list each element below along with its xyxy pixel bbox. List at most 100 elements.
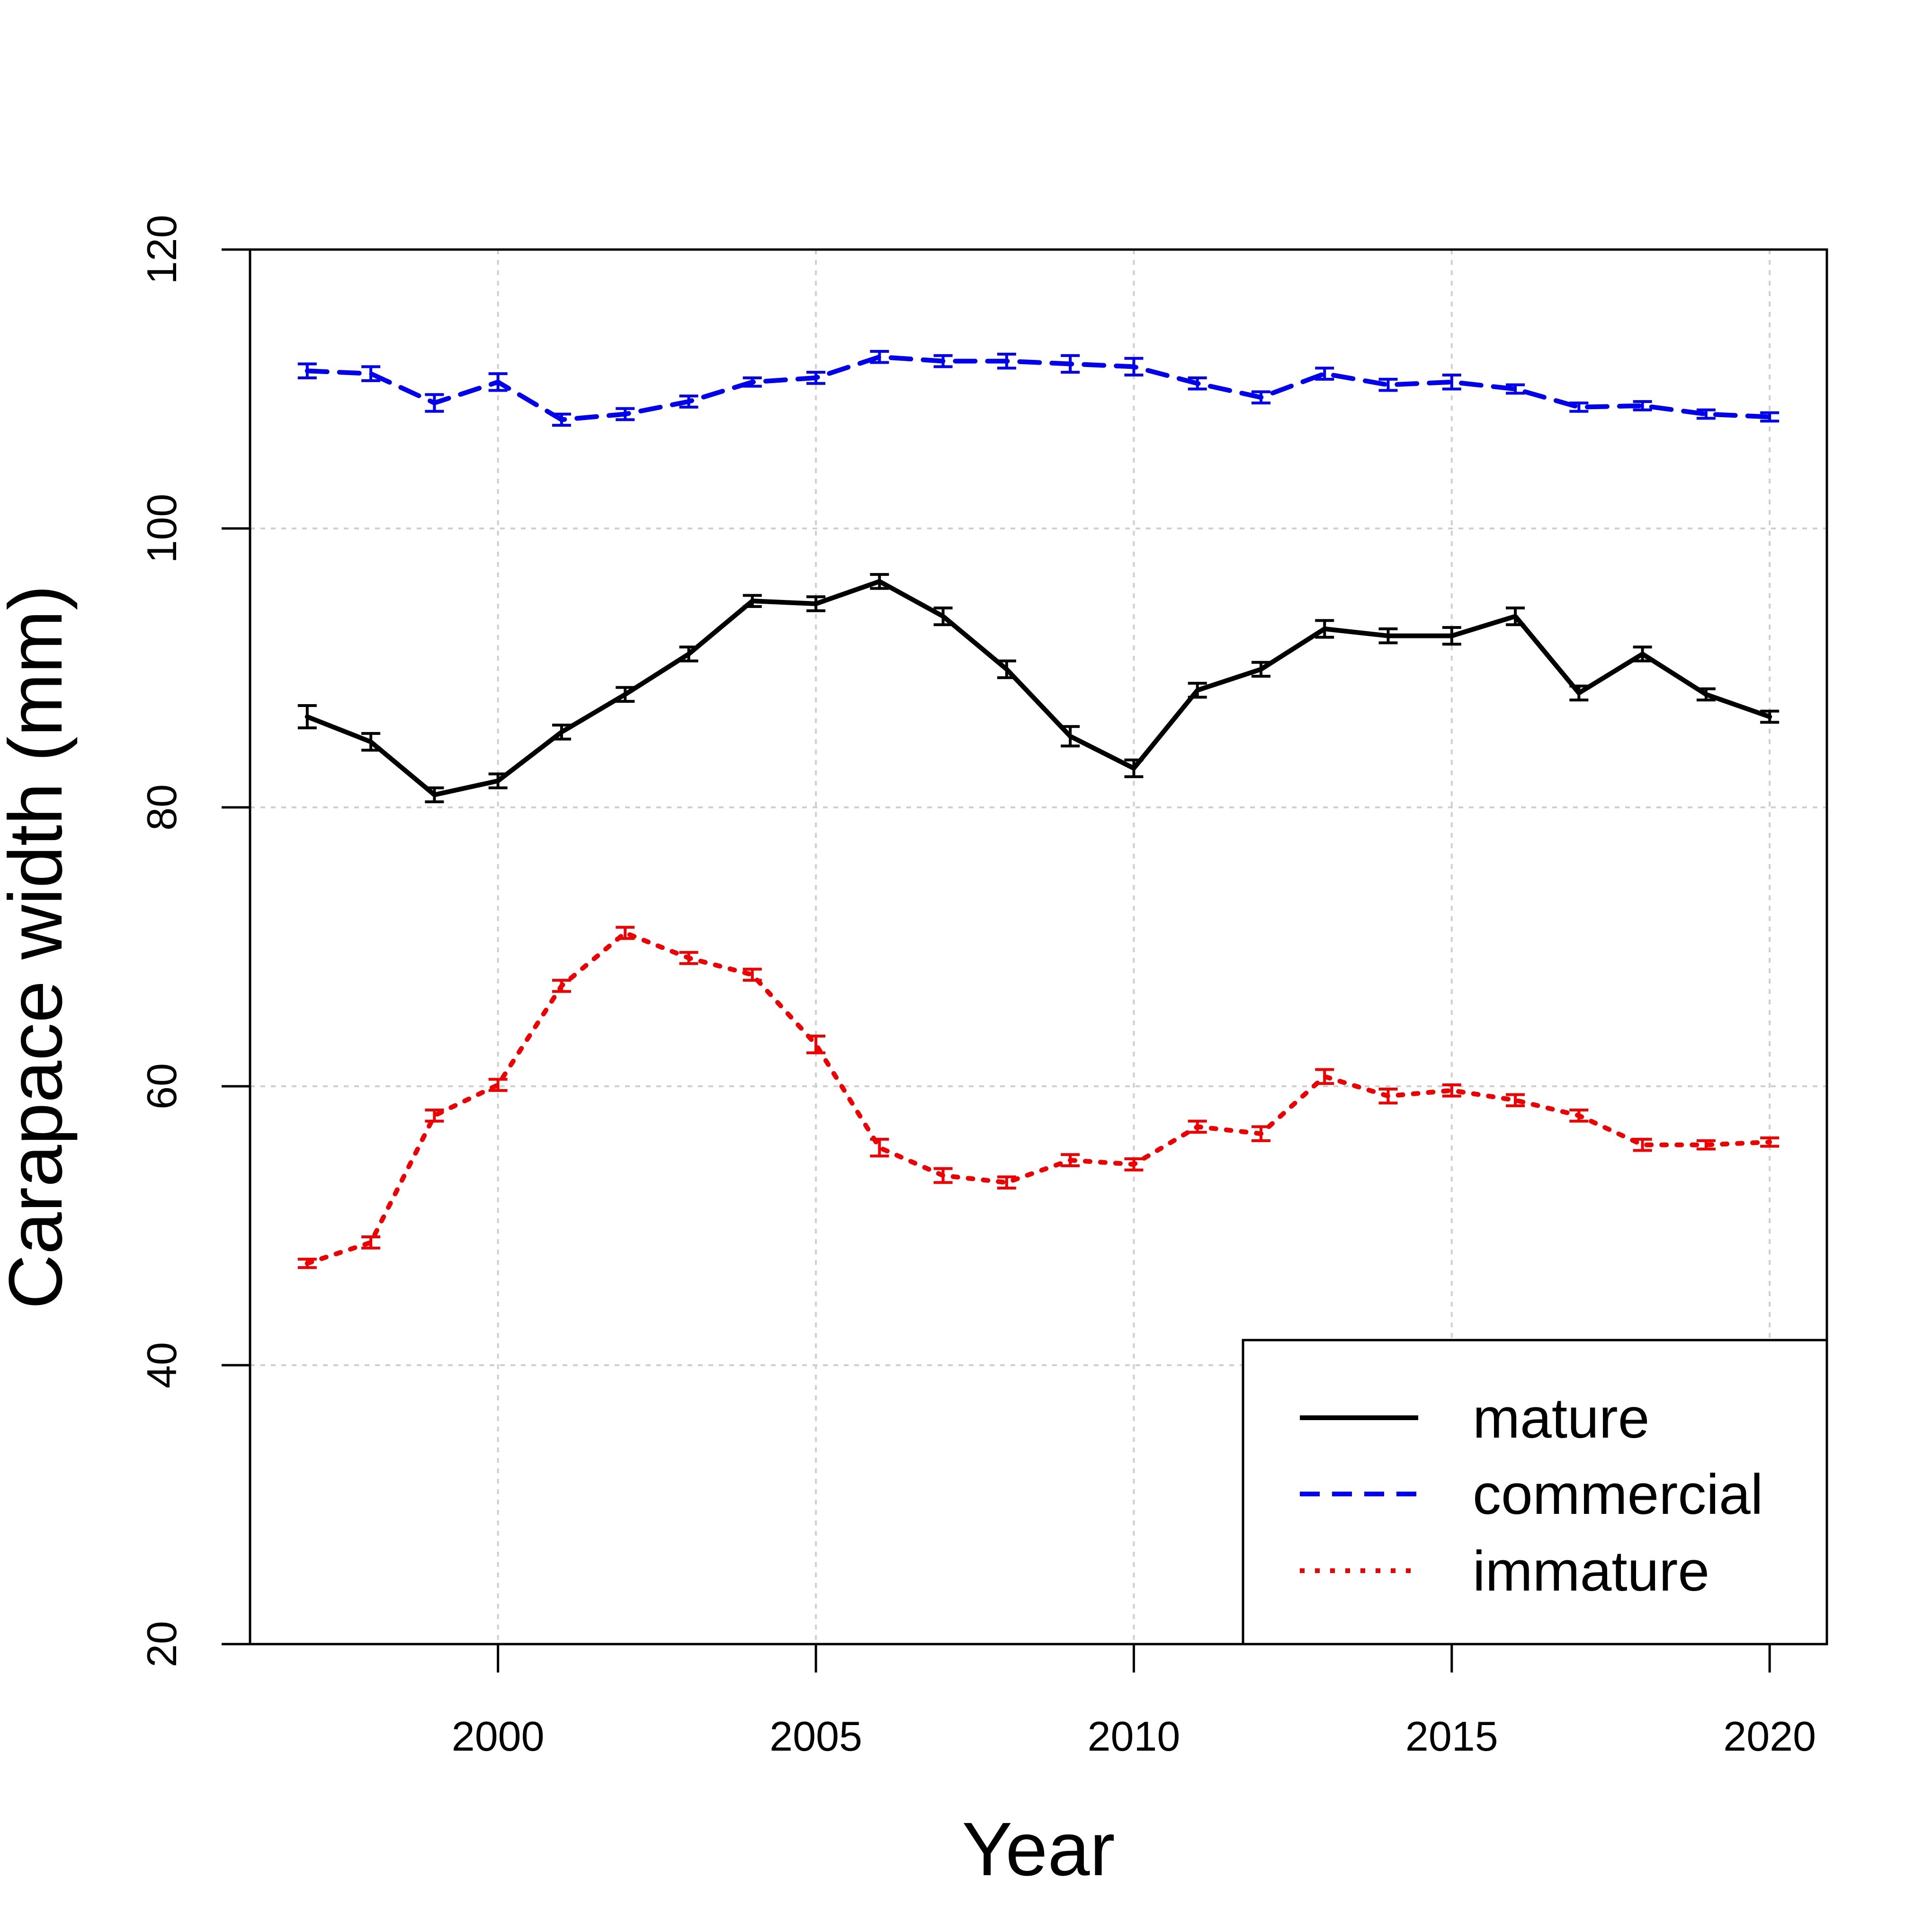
error-bar-mature xyxy=(870,573,889,590)
error-bar-commercial xyxy=(1633,400,1652,411)
error-bar-immature xyxy=(1061,1153,1080,1167)
x-tick-label: 2000 xyxy=(452,1713,545,1760)
error-bar-commercial xyxy=(679,394,698,409)
error-bar-immature xyxy=(361,1235,381,1250)
error-bar-commercial xyxy=(297,362,317,379)
error-bar-mature xyxy=(297,704,317,730)
error-bar-commercial xyxy=(552,412,571,427)
y-tick-label: 100 xyxy=(138,494,185,564)
error-bar-mature xyxy=(1633,645,1652,662)
series-mature xyxy=(297,573,1780,804)
error-bar-immature xyxy=(297,1258,317,1269)
error-bar-commercial xyxy=(616,407,635,421)
x-tick-label: 2010 xyxy=(1088,1713,1181,1760)
error-bar-commercial xyxy=(933,354,953,368)
error-bar-immature xyxy=(616,926,635,940)
error-bar-immature xyxy=(552,979,571,993)
error-bar-commercial xyxy=(1442,374,1461,391)
series-line-mature xyxy=(304,579,1772,797)
series-layer xyxy=(297,349,1780,1269)
error-bar-mature xyxy=(488,772,508,789)
error-bar-mature xyxy=(1378,627,1398,644)
y-tick-label: 120 xyxy=(138,215,185,285)
error-bar-mature xyxy=(806,595,826,612)
error-bar-immature xyxy=(1378,1087,1398,1105)
error-bar-commercial xyxy=(488,372,508,392)
error-bar-mature xyxy=(742,594,762,608)
error-bar-commercial xyxy=(806,371,826,385)
series-line-commercial xyxy=(304,354,1772,422)
legend-label-immature: immature xyxy=(1473,1539,1709,1603)
error-bar-immature xyxy=(742,967,762,982)
y-axis-title: Carapace width (mm) xyxy=(0,585,78,1309)
error-bar-commercial xyxy=(742,376,762,388)
x-axis: 2000 2005 2010 2015 2020 xyxy=(452,1644,1816,1760)
error-bar-mature xyxy=(552,724,571,741)
error-bar-commercial xyxy=(1124,357,1144,377)
error-bar-immature xyxy=(679,951,698,965)
error-bar-immature xyxy=(997,1175,1016,1190)
error-bar-mature xyxy=(1696,687,1716,702)
error-bar-commercial xyxy=(1506,383,1525,395)
error-bar-immature xyxy=(425,1109,444,1123)
error-bar-mature xyxy=(425,786,444,804)
error-bar-mature xyxy=(1760,709,1780,724)
error-bar-mature xyxy=(616,686,635,703)
error-bar-mature xyxy=(1061,725,1080,748)
error-bar-commercial xyxy=(1315,367,1334,381)
x-axis-title: Year xyxy=(962,1807,1115,1891)
legend-label-mature: mature xyxy=(1473,1386,1649,1450)
error-bar-immature xyxy=(1506,1093,1525,1108)
series-immature xyxy=(297,926,1780,1269)
error-bar-immature xyxy=(1760,1136,1780,1148)
error-bar-mature xyxy=(1506,606,1525,626)
error-bar-commercial xyxy=(1251,390,1270,404)
plot-frame xyxy=(249,248,1828,1646)
error-bar-mature xyxy=(997,659,1016,680)
error-bar-mature xyxy=(1569,684,1589,702)
series-commercial xyxy=(297,349,1780,427)
error-bar-commercial xyxy=(997,352,1016,370)
error-bar-mature xyxy=(679,645,698,662)
error-bar-immature xyxy=(1633,1137,1652,1152)
error-bar-immature xyxy=(870,1137,889,1158)
x-tick-label: 2005 xyxy=(769,1713,862,1760)
legend-label-commercial: commercial xyxy=(1473,1463,1763,1526)
error-bar-commercial xyxy=(870,349,889,364)
error-bar-mature xyxy=(1315,619,1334,639)
error-bar-mature xyxy=(361,732,381,752)
series-line-immature xyxy=(304,930,1772,1266)
error-bar-mature xyxy=(1442,626,1461,646)
error-bar-commercial xyxy=(1378,377,1398,392)
error-bar-immature xyxy=(1188,1119,1207,1134)
error-bar-mature xyxy=(1124,758,1144,778)
error-bar-immature xyxy=(1569,1109,1589,1123)
error-bar-immature xyxy=(1315,1068,1334,1085)
error-bar-immature xyxy=(806,1034,826,1055)
x-tick-label: 2020 xyxy=(1723,1713,1816,1760)
y-tick-label: 20 xyxy=(138,1621,185,1667)
y-tick-label: 40 xyxy=(138,1342,185,1388)
error-bar-commercial xyxy=(1569,401,1589,413)
error-bar-mature xyxy=(1251,661,1270,678)
y-tick-label: 60 xyxy=(138,1063,185,1109)
error-bar-commercial xyxy=(1188,376,1207,391)
error-bar-commercial xyxy=(1696,408,1716,420)
error-bar-immature xyxy=(1696,1139,1716,1151)
error-bar-commercial xyxy=(1760,411,1780,423)
y-axis: 20 40 60 80 100 120 xyxy=(138,215,250,1667)
error-bar-commercial xyxy=(425,393,444,413)
error-bar-immature xyxy=(1442,1083,1461,1098)
error-bar-immature xyxy=(933,1167,953,1184)
x-tick-label: 2015 xyxy=(1405,1713,1498,1760)
error-bar-mature xyxy=(933,606,953,626)
error-bar-commercial xyxy=(361,365,381,382)
y-tick-label: 80 xyxy=(138,784,185,831)
error-bar-immature xyxy=(1251,1125,1270,1142)
error-bar-mature xyxy=(1188,681,1207,699)
legend: mature commercial immature xyxy=(1242,1339,1828,1646)
error-bar-immature xyxy=(488,1078,508,1092)
error-bar-commercial xyxy=(1061,354,1080,374)
error-bar-immature xyxy=(1124,1157,1144,1172)
